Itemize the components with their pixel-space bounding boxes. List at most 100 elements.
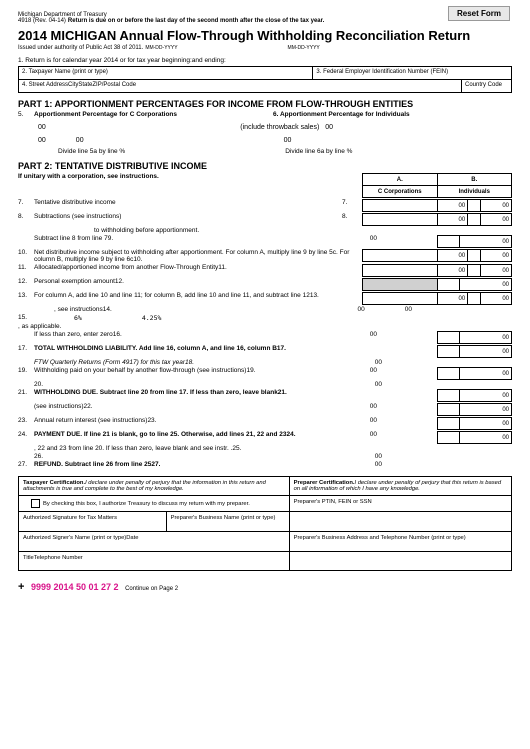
zz13b: 00 xyxy=(481,293,512,305)
cell-10a[interactable] xyxy=(363,250,438,262)
n10: 10. xyxy=(18,249,34,256)
n13: 13. xyxy=(18,292,34,299)
cell-16b[interactable] xyxy=(438,332,460,344)
line-27: REFUND. Subtract line 26 from line 2527. xyxy=(34,461,375,468)
footer-code: 9999 2014 50 01 27 2 xyxy=(31,582,119,592)
line-21: WITHHOLDING DUE. Subtract line 20 from l… xyxy=(34,389,437,396)
cell-11b[interactable] xyxy=(468,265,481,277)
val-14b: 00 xyxy=(405,306,412,313)
zz11a: 00 xyxy=(437,265,468,277)
authorize-checkbox[interactable] xyxy=(31,499,40,508)
line-19: Withholding paid on your behalf by anoth… xyxy=(34,367,370,374)
col-a-header: A. xyxy=(363,174,438,186)
line-13: For column A, add line 10 and line 11; f… xyxy=(34,292,362,299)
sig-preparer-biz[interactable]: Preparer's Business Name (print or type) xyxy=(167,512,290,532)
val-20: 00 xyxy=(375,381,382,388)
line-12: Personal exemption amount12. xyxy=(34,278,362,285)
cell-10b[interactable] xyxy=(468,250,481,262)
line-5-num: 5. xyxy=(18,111,34,118)
cell-17[interactable] xyxy=(438,346,460,358)
cell-7a[interactable] xyxy=(363,200,438,212)
box-taxpayer-name[interactable]: 2. Taxpayer Name (print or type) xyxy=(18,66,313,80)
cell-7b[interactable] xyxy=(468,200,481,212)
cell-21[interactable] xyxy=(438,390,460,402)
line-23: Annual return interest (see instructions… xyxy=(34,417,370,424)
cell-7a-zz: 00 xyxy=(437,200,468,212)
cell-13b[interactable] xyxy=(468,293,481,305)
certification-box: Taxpayer Certification.I declare under p… xyxy=(18,476,512,571)
ptin-field[interactable]: Preparer's PTIN, FEIN or SSN xyxy=(290,496,511,512)
line-7: Tentative distributive income xyxy=(34,199,342,206)
zz13a: 00 xyxy=(437,293,468,305)
box-country-code[interactable]: Country Code xyxy=(462,79,512,93)
cell-8b[interactable] xyxy=(468,214,481,226)
rate-6pct: 6% xyxy=(74,314,82,322)
rate-425pct: 4.25% xyxy=(142,314,162,322)
line-9: Subtract line 8 from line 79. xyxy=(34,235,370,242)
zz8a: 00 xyxy=(437,214,468,226)
val-26: 00 xyxy=(375,453,382,460)
n23: 23. xyxy=(18,417,34,424)
date-format-1: MM-DD-YYYY xyxy=(145,45,177,51)
n7: 7. xyxy=(18,199,34,206)
val-16: 00 xyxy=(370,331,377,338)
cell-19[interactable] xyxy=(438,368,460,380)
cell-12a-gray xyxy=(363,279,438,291)
zz16: 00 xyxy=(460,332,512,344)
divide-6a: Divide line 6a by line % xyxy=(285,148,352,155)
zz19: 00 xyxy=(460,368,512,380)
val-5b2: 00 xyxy=(76,137,84,144)
zz10a: 00 xyxy=(437,250,468,262)
form-number: 4918 (Rev. 04-14) xyxy=(18,18,66,24)
cell-12b[interactable] xyxy=(437,279,459,291)
line-15-num: 15. xyxy=(18,314,34,321)
divide-5a: Divide line 5a by line % xyxy=(58,148,125,155)
form-page: Reset Form Michigan Department of Treasu… xyxy=(0,0,530,605)
col-b-header: B. xyxy=(437,174,512,186)
date-format-2: MM-DD-YYYY xyxy=(288,45,320,51)
zz17: 00 xyxy=(460,346,512,358)
unitary-note: If unitary with a corporation, see instr… xyxy=(18,173,159,180)
cell-22[interactable] xyxy=(438,404,460,416)
val-18: 00 xyxy=(375,359,382,366)
n19: 19. xyxy=(18,367,34,374)
cell-7b-zz: 00 xyxy=(481,200,512,212)
signer-name-date[interactable]: Authorized Signer's Name (print or type)… xyxy=(19,532,290,552)
n27: 27. xyxy=(18,461,34,468)
cell-13a[interactable] xyxy=(363,293,438,305)
line-1: 1. Return is for calendar year 2014 or f… xyxy=(18,57,512,64)
n17: 17. xyxy=(18,345,34,352)
due-note: Return is due on or before the last day … xyxy=(68,18,324,24)
cell-8a[interactable] xyxy=(363,214,438,226)
cell-24[interactable] xyxy=(438,432,460,444)
line-17: TOTAL WITHHOLDING LIABILITY. Add line 16… xyxy=(34,345,437,352)
box-address[interactable]: 4. Street AddressCityStateZIP/Postal Cod… xyxy=(18,79,462,93)
val-23: 00 xyxy=(370,417,377,424)
zz24: 00 xyxy=(460,432,512,444)
cell-11a[interactable] xyxy=(363,265,438,277)
line-25: , 22 and 23 from line 20. If less than z… xyxy=(34,445,512,452)
val-6a: 00 xyxy=(325,124,333,131)
line-20: 20. xyxy=(34,381,375,388)
sig-tax-matters[interactable]: Authorized Signature for Tax Matters xyxy=(19,512,167,532)
line-22: (see instructions)22. xyxy=(34,403,370,410)
part-1-header: PART 1: APPORTIONMENT PERCENTAGES FOR IN… xyxy=(18,99,512,109)
footer: + 9999 2014 50 01 27 2 Continue on Page … xyxy=(18,581,512,593)
cell-9b[interactable] xyxy=(438,236,460,248)
col-b-sub: Individuals xyxy=(437,186,512,198)
val-27: 00 xyxy=(375,461,382,468)
line-14: , see instructions14. xyxy=(34,306,358,313)
val-9: 00 xyxy=(370,235,377,242)
val-24: 00 xyxy=(370,431,377,438)
line-16a: , as applicable. xyxy=(18,323,61,330)
zz12: 00 xyxy=(459,279,511,291)
continue-note: Continue on Page 2 xyxy=(125,586,178,592)
reset-button[interactable]: Reset Form xyxy=(448,6,510,21)
title-telephone[interactable]: TitleTelephone Number xyxy=(19,552,290,570)
col-a-sub: C Corporations xyxy=(363,186,438,198)
box-fein[interactable]: 3. Federal Employer Identification Numbe… xyxy=(313,66,512,80)
line-6-text: 6. Apportionment Percentage for Individu… xyxy=(273,111,512,118)
zz22: 00 xyxy=(460,404,512,416)
preparer-addr-tel[interactable]: Preparer's Business Address and Telephon… xyxy=(290,532,511,552)
cell-23[interactable] xyxy=(438,418,460,430)
